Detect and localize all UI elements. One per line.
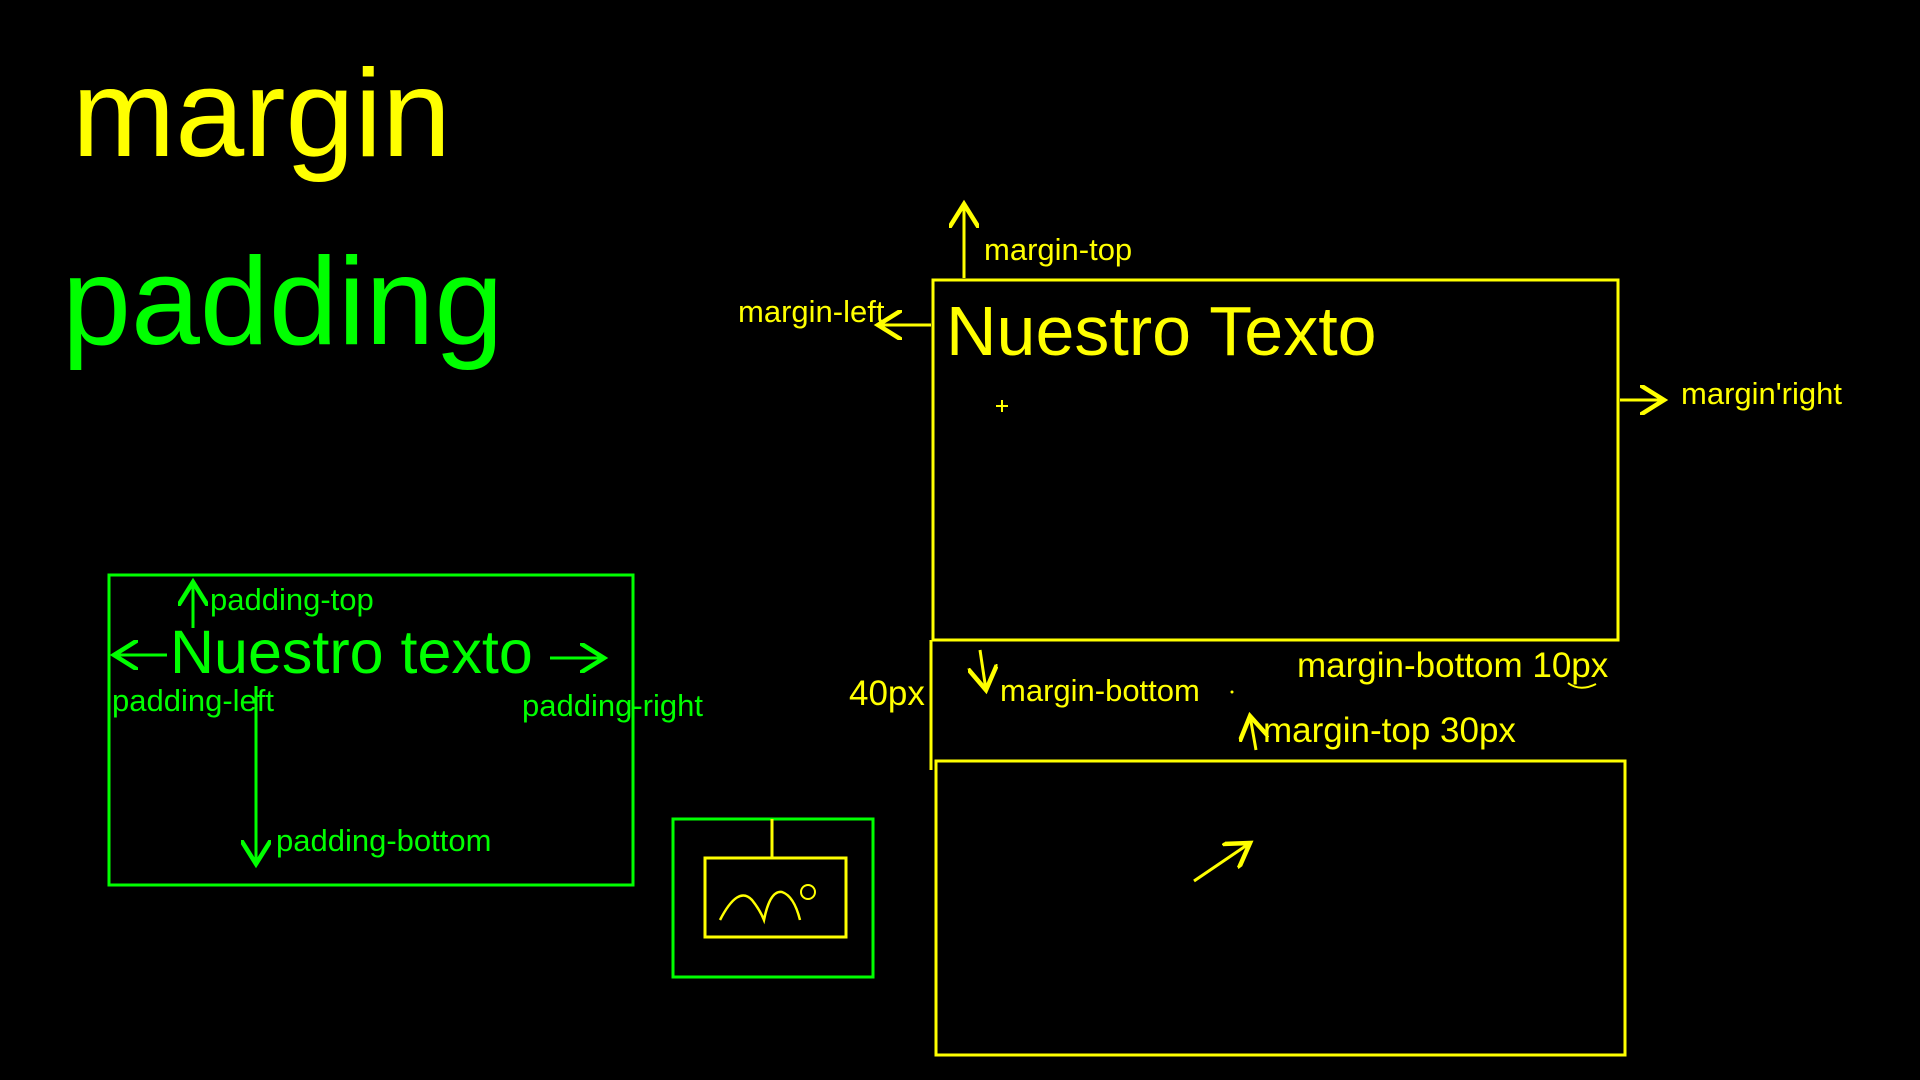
margin-top-30-arrow — [1250, 716, 1256, 751]
underline-squiggle — [1567, 682, 1597, 689]
title-margin: margin — [72, 45, 452, 183]
label-gap-40px: 40px — [849, 674, 925, 713]
label-margin-bottom: margin-bottom — [1000, 673, 1200, 708]
margin-box-upper — [931, 278, 1620, 642]
label-margin-bottom-10px: margin-bottom 10px — [1297, 646, 1609, 685]
label-padding-bottom: padding-bottom — [276, 823, 492, 858]
padding-box-text: Nuestro texto — [170, 618, 533, 686]
margin-box-lower — [934, 759, 1627, 1057]
margin-bottom-arrow — [980, 649, 986, 690]
landscape-sketch-icon — [718, 890, 802, 925]
cursor-mark — [996, 400, 1008, 412]
margin-box-text: Nuestro Texto — [946, 292, 1377, 370]
label-margin-top: margin-top — [984, 232, 1133, 267]
label-margin-right: margin'right — [1681, 376, 1842, 411]
label-padding-left: padding-left — [112, 683, 275, 718]
label-margin-left: margin-left — [738, 294, 885, 329]
label-padding-right: padding-right — [522, 688, 703, 723]
padding-box — [107, 573, 635, 887]
dot-mark — [1230, 690, 1234, 694]
label-padding-top: padding-top — [210, 582, 374, 617]
title-padding: padding — [62, 233, 504, 371]
lower-box-arrow — [1193, 843, 1250, 883]
sun-sketch-icon — [800, 884, 816, 900]
label-margin-top-30px: margin-top 30px — [1263, 711, 1516, 750]
image-frame-inner — [703, 856, 848, 939]
